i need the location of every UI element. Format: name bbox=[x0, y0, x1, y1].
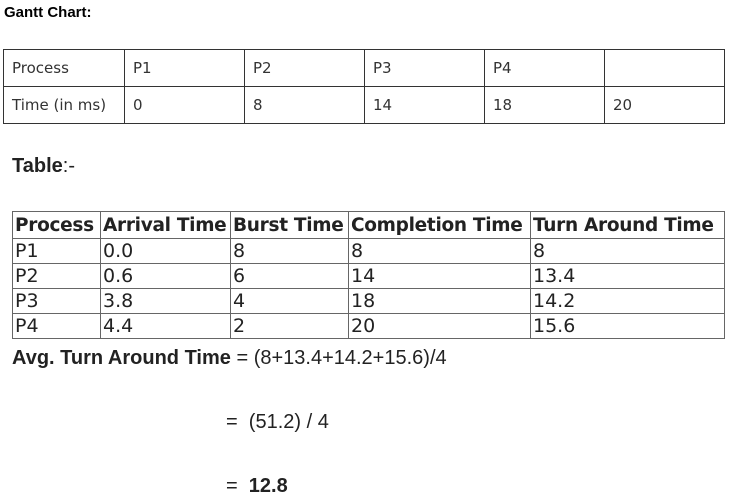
gantt-process-row: Process P1 P2 P3 P4 bbox=[3, 49, 725, 87]
gantt-cell: P2 bbox=[244, 49, 365, 87]
table-cell: 0.0 bbox=[100, 238, 231, 264]
gantt-cell: P1 bbox=[124, 49, 245, 87]
table-cell: 14.2 bbox=[530, 288, 725, 314]
table-row: P2 0.6 6 14 13.4 bbox=[12, 263, 725, 289]
table-cell: 4 bbox=[230, 288, 349, 314]
process-table: Process Arrival Time Burst Time Completi… bbox=[12, 211, 725, 339]
table-cell: 13.4 bbox=[530, 263, 725, 289]
gantt-cell: 8 bbox=[244, 86, 365, 124]
gantt-time-row: Time (in ms) 0 8 14 18 20 bbox=[3, 86, 725, 124]
table-cell: 6 bbox=[230, 263, 349, 289]
table-cell: 8 bbox=[230, 238, 349, 264]
table-cell: P2 bbox=[12, 263, 101, 289]
table-cell: 15.6 bbox=[530, 313, 725, 339]
table-heading: Table:- bbox=[12, 155, 75, 178]
table-cell: 2 bbox=[230, 313, 349, 339]
column-header: Arrival Time bbox=[100, 211, 231, 239]
gantt-cell: P4 bbox=[484, 49, 605, 87]
gantt-cell bbox=[604, 49, 725, 87]
gantt-cell: 20 bbox=[604, 86, 725, 124]
column-header: Burst Time bbox=[230, 211, 349, 239]
gantt-cell: Time (in ms) bbox=[3, 86, 125, 124]
table-cell: 18 bbox=[348, 288, 531, 314]
table-cell: P4 bbox=[12, 313, 101, 339]
average-result-line: = 12.8 bbox=[226, 475, 288, 498]
table-cell: 8 bbox=[348, 238, 531, 264]
gantt-cell: 0 bbox=[124, 86, 245, 124]
table-cell: 0.6 bbox=[100, 263, 231, 289]
table-cell: 20 bbox=[348, 313, 531, 339]
gantt-chart-table: Process P1 P2 P3 P4 Time (in ms) 0 8 14 … bbox=[3, 49, 725, 124]
table-heading-suffix: :- bbox=[62, 155, 75, 177]
average-step-1: = (51.2) / 4 bbox=[226, 411, 329, 433]
average-turnaround-formula: Avg. Turn Around Time = (8+13.4+14.2+15.… bbox=[12, 347, 447, 370]
gantt-cell: 14 bbox=[364, 86, 485, 124]
average-equals: = bbox=[230, 347, 254, 369]
average-result: 12.8 bbox=[248, 475, 288, 497]
table-cell: P3 bbox=[12, 288, 101, 314]
table-cell: 8 bbox=[530, 238, 725, 264]
column-header: Turn Around Time bbox=[530, 211, 725, 239]
table-cell: 4.4 bbox=[100, 313, 231, 339]
table-heading-label: Table bbox=[12, 155, 63, 177]
average-label: Avg. Turn Around Time bbox=[12, 347, 231, 369]
gantt-chart-heading: Gantt Chart: bbox=[4, 4, 92, 21]
table-row: P1 0.0 8 8 8 bbox=[12, 238, 725, 264]
table-cell: P1 bbox=[12, 238, 101, 264]
table-cell: 14 bbox=[348, 263, 531, 289]
gantt-cell: Process bbox=[3, 49, 125, 87]
table-header-row: Process Arrival Time Burst Time Completi… bbox=[12, 211, 725, 239]
table-cell: 3.8 bbox=[100, 288, 231, 314]
average-expression: (8+13.4+14.2+15.6)/4 bbox=[253, 347, 447, 369]
gantt-cell: 18 bbox=[484, 86, 605, 124]
result-equals: = bbox=[226, 475, 249, 497]
column-header: Process bbox=[12, 211, 101, 239]
table-row: P4 4.4 2 20 15.6 bbox=[12, 313, 725, 339]
column-header: Completion Time bbox=[348, 211, 531, 239]
gantt-cell: P3 bbox=[364, 49, 485, 87]
table-row: P3 3.8 4 18 14.2 bbox=[12, 288, 725, 314]
